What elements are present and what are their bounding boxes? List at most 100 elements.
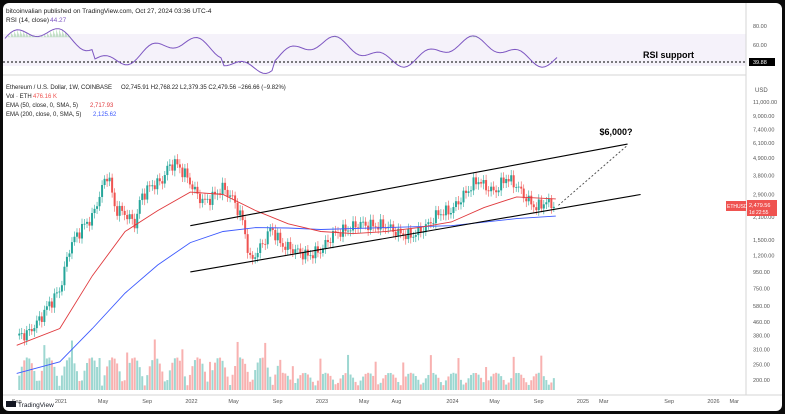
- volume-bar: [118, 371, 121, 390]
- candle-body: [359, 221, 362, 229]
- price-tick-label: 1,500.00: [753, 238, 774, 244]
- volume-bar: [101, 385, 104, 390]
- candle-body: [434, 210, 437, 224]
- volume-bar: [545, 380, 548, 390]
- volume-bar: [316, 380, 319, 390]
- candle-body: [442, 214, 445, 216]
- rsi-overbought-fill: [8, 28, 479, 38]
- volume-bar: [251, 379, 254, 390]
- candle-body: [43, 309, 46, 322]
- price-badge: ETHUSD 2,479.56 1d 22:55: [726, 200, 777, 216]
- candle-body: [181, 167, 184, 178]
- volume-bar: [339, 378, 342, 390]
- volume-bar: [274, 374, 277, 390]
- volume-bar: [434, 374, 437, 390]
- volume-bar: [163, 381, 166, 390]
- volume-bar: [331, 379, 334, 390]
- target-label: $6,000?: [600, 127, 633, 137]
- time-tick-label: Sep: [664, 399, 674, 405]
- volume-bar: [309, 377, 312, 390]
- time-tick-label: 2023: [316, 399, 328, 405]
- chart-background: [3, 3, 782, 411]
- price-badge-symbol: ETHUSD: [727, 204, 748, 210]
- volume-bar: [505, 384, 508, 390]
- volume-bar: [492, 373, 495, 390]
- volume-bar: [457, 358, 460, 390]
- volume-bar: [60, 375, 63, 390]
- time-tick-label: 2026: [707, 399, 719, 405]
- candle-body: [224, 182, 227, 190]
- candle-body: [520, 186, 523, 189]
- candle-body: [550, 198, 553, 209]
- volume-bar: [407, 373, 410, 390]
- time-tick-label: Mar: [599, 399, 609, 405]
- candle-body: [203, 198, 206, 200]
- volume-bar: [256, 362, 259, 390]
- time-tick-label: 2022: [185, 399, 197, 405]
- candle-body: [196, 186, 199, 194]
- candle-body: [269, 227, 272, 232]
- volume-bar: [324, 372, 327, 390]
- volume-bar: [319, 358, 322, 390]
- candle-body: [111, 177, 114, 193]
- rsi-badge-value: 39.88: [753, 60, 767, 66]
- candle-body: [256, 252, 259, 258]
- volume-bar: [404, 376, 407, 390]
- rsi-value: 44.27: [50, 17, 67, 24]
- price-axis: 11,000.00 9,000.00 7,400.00 6,100.00 4,900.0…: [753, 100, 777, 384]
- candle-body: [28, 329, 31, 331]
- candle-body: [342, 224, 345, 237]
- volume-bar: [362, 376, 365, 390]
- candle-body: [364, 221, 367, 226]
- candle-body: [163, 175, 166, 184]
- ema50-value: 2,717.93: [90, 103, 114, 109]
- channel-line: [190, 143, 628, 227]
- candle-body: [304, 249, 307, 260]
- volume-bar: [535, 373, 538, 390]
- candle-body: [50, 301, 53, 308]
- candle-body: [409, 228, 412, 238]
- volume-bar: [229, 385, 232, 390]
- volume-bar: [48, 357, 51, 390]
- volume-bar: [131, 358, 134, 390]
- volume-bar: [214, 362, 217, 390]
- price-badge-countdown: 1d 22:55: [749, 210, 769, 216]
- candle-body: [35, 320, 38, 329]
- candle-body: [444, 205, 447, 216]
- volume-bar: [299, 375, 302, 390]
- volume-bar: [527, 384, 530, 390]
- ascending-channel: [190, 143, 641, 273]
- volume-bar: [20, 366, 23, 390]
- volume-bar: [480, 377, 483, 390]
- volume-bar: [462, 384, 465, 390]
- volume-bar: [342, 375, 345, 390]
- volume-bar: [86, 362, 89, 390]
- volume-bar: [392, 374, 395, 390]
- volume-bar: [70, 340, 73, 390]
- candle-body: [121, 205, 124, 211]
- candle-body: [354, 221, 357, 228]
- candle-body: [241, 210, 244, 221]
- volume-bar: [465, 382, 468, 390]
- candle-body: [417, 226, 420, 236]
- volume-bar: [43, 345, 46, 390]
- volume-bar: [459, 379, 462, 390]
- volume-bar: [28, 358, 31, 390]
- price-tick-label: 380.00: [753, 333, 770, 339]
- volume-bar: [178, 360, 181, 390]
- candle-body: [118, 205, 121, 216]
- price-tick-label: 200.00: [753, 378, 770, 384]
- candle-body: [502, 177, 505, 184]
- volume-bar: [412, 373, 415, 390]
- volume-bar: [477, 374, 480, 390]
- candle-body: [311, 255, 314, 259]
- volume-bar: [517, 372, 520, 390]
- volume-bar: [261, 357, 264, 390]
- volume-bar: [176, 357, 179, 390]
- volume-bar: [143, 385, 146, 390]
- candle-body: [379, 219, 382, 230]
- price-tick-label: 9,000.00: [753, 114, 774, 120]
- volume-bar: [108, 360, 111, 390]
- candle-body: [151, 185, 154, 187]
